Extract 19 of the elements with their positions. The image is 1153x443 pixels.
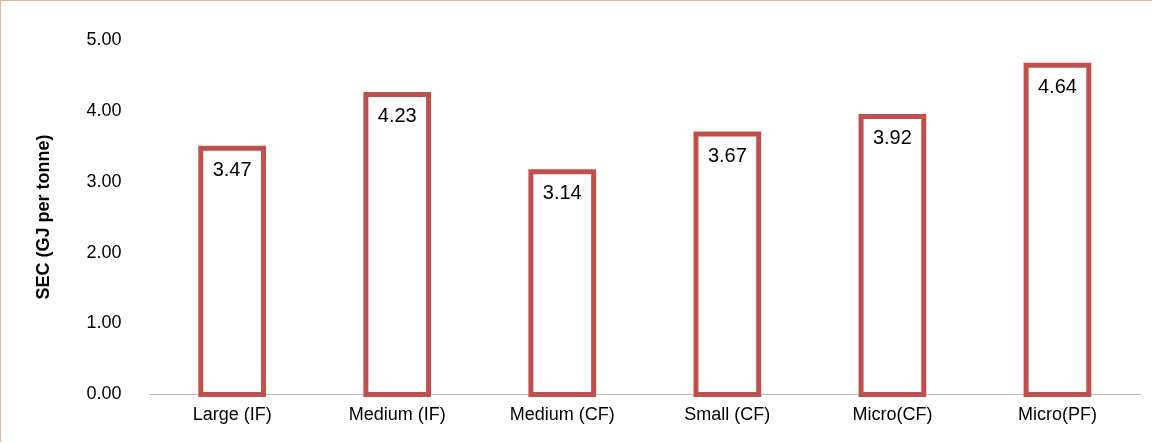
data-label: 3.47 xyxy=(212,157,252,180)
x-tick-label: Small (CF) xyxy=(684,404,771,425)
y-tick-label: 1.00 xyxy=(86,312,122,333)
y-tick-label: 5.00 xyxy=(86,28,122,49)
x-tick-label: Medium (CF) xyxy=(509,404,615,425)
data-label: 4.64 xyxy=(1038,74,1077,97)
data-label: 4.23 xyxy=(377,103,417,126)
x-tick-label: Medium (IF) xyxy=(348,404,446,425)
y-tick-label: 0.00 xyxy=(86,383,122,404)
data-label: 3.92 xyxy=(872,125,912,148)
x-tick-label: Micro(CF) xyxy=(852,404,933,425)
y-tick-label: 2.00 xyxy=(86,241,122,262)
x-tick-label: Micro(PF) xyxy=(1017,404,1097,425)
y-tick-label: 4.00 xyxy=(86,99,122,120)
data-label: 3.14 xyxy=(542,181,582,204)
y-axis-title: SEC (GJ per tonne) xyxy=(32,134,53,300)
data-label: 3.67 xyxy=(707,143,747,166)
y-tick-label: 3.00 xyxy=(86,170,122,191)
x-tick-label: Large (IF) xyxy=(192,404,272,425)
